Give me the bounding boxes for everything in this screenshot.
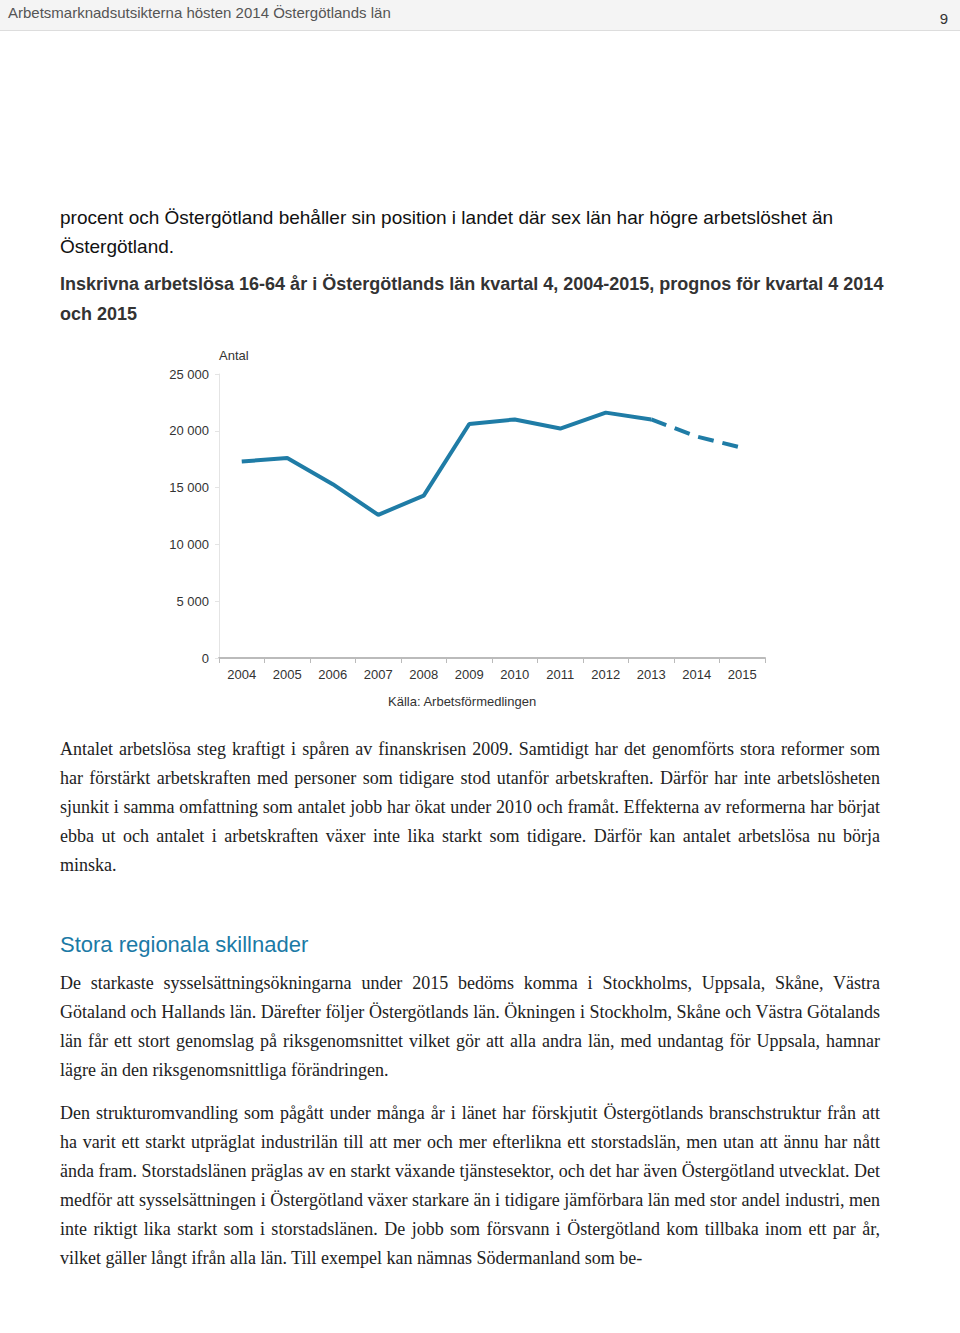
svg-text:2008: 2008	[409, 667, 438, 682]
svg-text:2015: 2015	[728, 667, 757, 682]
svg-text:10 000: 10 000	[169, 537, 209, 552]
html-text:9: 9	[939, 10, 948, 27]
html-text:De starkaste sysselsättningsök: De starkaste sysselsättningsökningarna u…	[60, 973, 880, 1080]
html-text:Arbetsmarknadsutsikterna höste: Arbetsmarknadsutsikterna hösten 2014 Öst…	[8, 4, 391, 21]
svg-text:25 000: 25 000	[169, 367, 209, 382]
html-text:Inskrivna arbetslösa 16-64 år: Inskrivna arbetslösa 16-64 år i Östergöt…	[60, 274, 884, 324]
svg-text:15 000: 15 000	[169, 480, 209, 495]
svg-text:5 000: 5 000	[176, 594, 209, 609]
svg-text:2010: 2010	[500, 667, 529, 682]
svg-text:2004: 2004	[227, 667, 256, 682]
svg-text:2013: 2013	[637, 667, 666, 682]
svg-text:2005: 2005	[273, 667, 302, 682]
html-text:Källa: Arbetsförmedlingen: Källa: Arbetsförmedlingen	[388, 694, 537, 709]
svg-text:Antal: Antal	[219, 348, 249, 363]
svg-text:2006: 2006	[318, 667, 347, 682]
html-text:procent och Östergötland behål: procent och Östergötland behåller sin po…	[60, 207, 834, 257]
html-text:Antalet arbetslösa steg krafti: Antalet arbetslösa steg kraftigt i spåre…	[60, 739, 880, 875]
html-text:Stora regionala skillnader: Stora regionala skillnader	[60, 932, 309, 957]
svg-text:0: 0	[202, 651, 209, 666]
svg-text:2009: 2009	[455, 667, 484, 682]
svg-text:2014: 2014	[682, 667, 711, 682]
svg-text:20 000: 20 000	[169, 423, 209, 438]
svg-text:2007: 2007	[364, 667, 393, 682]
svg-text:2012: 2012	[591, 667, 620, 682]
svg-text:2011: 2011	[546, 667, 574, 682]
html-text:Den strukturomvandling som påg: Den strukturomvandling som pågått under …	[60, 1103, 880, 1268]
